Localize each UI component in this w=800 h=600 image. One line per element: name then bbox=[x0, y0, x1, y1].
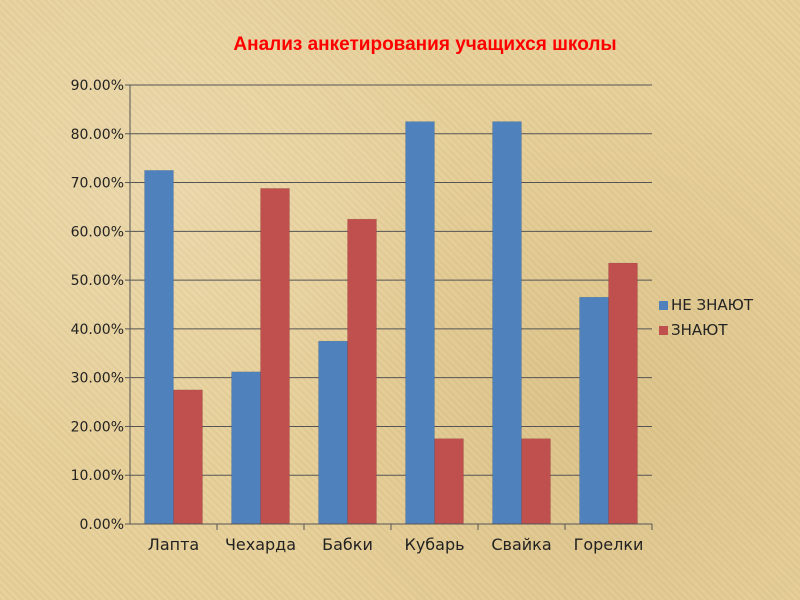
x-axis: Лапта Чехарда Бабки Кубарь Свайка Горелки bbox=[130, 523, 653, 554]
bar-ne-znayut-0 bbox=[144, 170, 174, 525]
y-tick-label: 70.00% bbox=[71, 176, 124, 192]
x-tick-label: Кубарь bbox=[404, 535, 464, 554]
bar-znayut-0 bbox=[173, 389, 203, 525]
y-tick-label: 90.00% bbox=[71, 78, 124, 94]
gridlines bbox=[130, 84, 652, 476]
bar-znayut-3 bbox=[434, 438, 464, 525]
chart-title: Анализ анкетирования учащихся школы bbox=[233, 34, 616, 55]
x-tick-label: Бабки bbox=[322, 535, 373, 554]
bar-znayut-5 bbox=[608, 262, 638, 525]
y-tick-label: 30.00% bbox=[71, 371, 124, 387]
bars bbox=[144, 121, 638, 525]
legend-label-znayut: ЗНАЮТ bbox=[671, 321, 728, 339]
y-tick-label: 40.00% bbox=[71, 322, 124, 338]
y-tick-label: 20.00% bbox=[71, 419, 124, 435]
y-tick-label: 80.00% bbox=[71, 127, 124, 143]
bar-ne-znayut-2 bbox=[318, 340, 348, 525]
bar-ne-znayut-5 bbox=[579, 296, 609, 525]
legend-swatch-ne-znayut bbox=[659, 301, 668, 310]
legend: НЕ ЗНАЮТ ЗНАЮТ bbox=[659, 296, 754, 339]
bar-ne-znayut-3 bbox=[405, 121, 435, 525]
y-tick-label: 50.00% bbox=[71, 273, 124, 289]
bar-ne-znayut-1 bbox=[231, 371, 261, 525]
bar-znayut-4 bbox=[521, 438, 551, 525]
legend-label-ne-znayut: НЕ ЗНАЮТ bbox=[671, 296, 754, 314]
bar-znayut-2 bbox=[347, 218, 377, 525]
y-tick-label: 10.00% bbox=[71, 468, 124, 484]
x-tick-label: Чехарда bbox=[225, 535, 296, 554]
x-tick-label: Горелки bbox=[574, 535, 644, 554]
x-tick-label: Лапта bbox=[148, 535, 199, 554]
bar-znayut-1 bbox=[260, 188, 290, 525]
y-tick-label: 0.00% bbox=[80, 517, 124, 533]
y-tick-label: 60.00% bbox=[71, 224, 124, 240]
legend-swatch-znayut bbox=[659, 326, 668, 335]
y-axis: 0.00% 10.00% 20.00% 30.00% 40.00% 50.00% 60.00… bbox=[71, 78, 131, 533]
x-tick-label: Свайка bbox=[491, 535, 551, 554]
bar-ne-znayut-4 bbox=[492, 121, 522, 525]
